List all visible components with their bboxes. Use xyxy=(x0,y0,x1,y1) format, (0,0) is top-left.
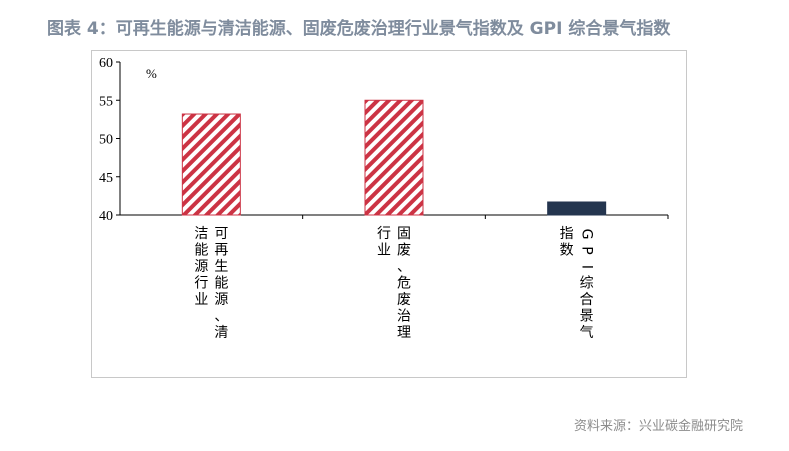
category-label-char: I xyxy=(579,265,595,269)
category-label-char: 废 xyxy=(397,292,411,308)
chart-frame xyxy=(91,50,687,378)
bar xyxy=(547,201,607,216)
y-tick-label: 55 xyxy=(99,94,113,109)
category-label-char: 、 xyxy=(397,259,411,275)
category-label-char: 合 xyxy=(580,292,594,308)
category-label-char: 危 xyxy=(397,276,411,292)
category-label-char: 源 xyxy=(214,292,228,308)
bar xyxy=(181,113,241,216)
y-tick-label: 50 xyxy=(99,133,113,148)
category-label-char: 综 xyxy=(580,276,594,292)
category-label: GP I 综合景气 指数 xyxy=(560,226,595,341)
y-tick-label: 60 xyxy=(99,56,113,71)
category-label-char: 洁 xyxy=(194,226,208,242)
category-label-char: 废 xyxy=(397,243,411,259)
category-label-char: 指 xyxy=(560,226,574,242)
y-tick-label: 40 xyxy=(99,209,113,224)
category-label-char: 业 xyxy=(194,292,208,308)
category-label-char: 固 xyxy=(397,226,411,242)
category-label-char: 生 xyxy=(214,259,228,275)
figure-title: 图表 4：可再生能源与清洁能源、固废危废治理行业景气指数及 GPI 综合景气指数 xyxy=(47,19,671,39)
category-label-char: P xyxy=(579,246,595,254)
chart-bars xyxy=(181,99,607,216)
category-label-char: 、 xyxy=(214,309,228,325)
y-tick-label: 45 xyxy=(99,171,113,186)
category-label-char: 再 xyxy=(214,243,228,259)
category-label-char: 理 xyxy=(397,325,411,341)
category-label-char: 行 xyxy=(194,276,208,292)
category-label-char: 能 xyxy=(214,276,228,292)
bar xyxy=(364,99,424,216)
category-label-char: 源 xyxy=(194,259,208,275)
category-label-char: 业 xyxy=(377,243,391,259)
category-label-char: 清 xyxy=(214,325,228,341)
category-label-char: G xyxy=(579,229,595,240)
category-label-char: 数 xyxy=(560,243,574,259)
category-label-char: 能 xyxy=(194,243,208,259)
category-label: 固废、危废治理行业 xyxy=(377,226,411,341)
source-note: 资料来源：兴业碳金融研究院 xyxy=(573,419,743,434)
unit-label: % xyxy=(146,66,157,81)
category-label-char: 气 xyxy=(580,325,594,341)
category-label-char: 治 xyxy=(397,309,411,325)
category-label-char: 可 xyxy=(214,226,228,242)
category-label-char: 行 xyxy=(377,226,391,242)
category-label-char: 景 xyxy=(580,309,594,325)
